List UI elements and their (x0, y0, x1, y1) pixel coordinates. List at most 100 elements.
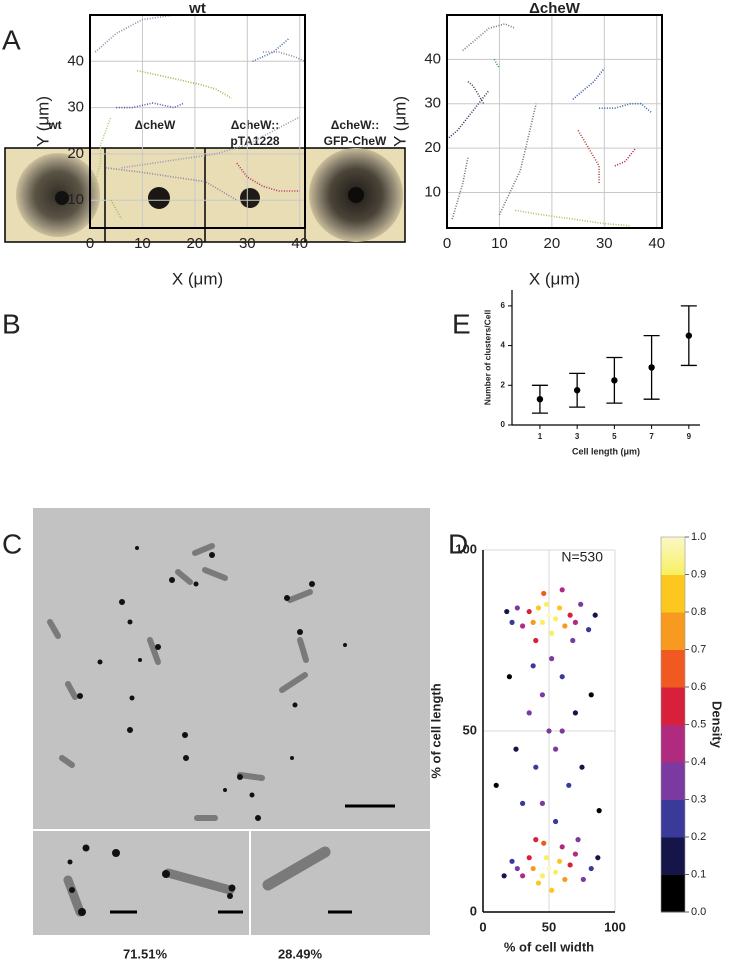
x-tick-label: 50 (542, 919, 556, 934)
focus (249, 792, 255, 798)
micrograph: 71.51% 28.49% (33, 508, 430, 961)
focus (183, 755, 189, 761)
trajectory (252, 37, 290, 63)
panel-label: C (2, 528, 22, 559)
y-tick-label: 40 (424, 50, 441, 67)
point (533, 837, 539, 843)
x-tick-label: 30 (239, 235, 256, 252)
focus (343, 643, 347, 647)
x-tick-label: 30 (596, 235, 613, 252)
point (553, 746, 559, 752)
point (514, 865, 520, 872)
focus (290, 756, 294, 760)
point (530, 619, 536, 626)
point (592, 612, 598, 618)
plate-label: GFP-CheW (324, 134, 387, 148)
plate-label: pTA1228 (230, 134, 279, 148)
trajectory (493, 58, 501, 69)
point (559, 587, 565, 593)
focus (69, 887, 75, 893)
point (539, 873, 546, 879)
point (520, 873, 526, 879)
plate-label: wt (47, 118, 61, 132)
colorbar-tick-label: 0.0 (691, 906, 706, 918)
trajectory (572, 67, 605, 100)
point (549, 656, 555, 662)
point (493, 782, 499, 788)
y-axis-label: % of cell length (428, 683, 443, 778)
x-tick-label: 5 (612, 432, 617, 441)
trajectory (446, 89, 490, 140)
y-tick-label: 2 (501, 380, 506, 389)
cell (147, 637, 161, 665)
point (535, 880, 542, 886)
colony-core (55, 191, 69, 205)
point (648, 364, 655, 371)
y-tick-label: 20 (424, 139, 441, 156)
trajectory (110, 199, 123, 220)
y-tick-label: 30 (67, 99, 84, 116)
point (520, 623, 526, 629)
point (513, 746, 519, 752)
cell (63, 875, 85, 917)
y-axis-label: Y (μm) (390, 96, 409, 147)
point (539, 800, 546, 807)
point (546, 865, 552, 872)
plot-frame (446, 14, 663, 229)
trajectory (467, 80, 485, 105)
point (566, 782, 572, 788)
cell (297, 637, 309, 663)
y-axis-label: Y (μm) (33, 96, 52, 147)
focus (77, 693, 83, 699)
colorbar-segment (661, 687, 685, 725)
focus (67, 859, 73, 865)
colorbar-tick-label: 0.7 (691, 643, 706, 655)
x-axis-label: % of cell width (504, 939, 594, 954)
x-tick-label: 20 (187, 235, 204, 252)
point (596, 808, 602, 814)
point (567, 862, 573, 868)
cell (65, 681, 78, 700)
trajectory (577, 129, 600, 184)
focus (119, 599, 125, 605)
y-tick-label: 10 (67, 191, 84, 208)
colorbar-segment (661, 762, 685, 800)
trajectory (515, 209, 631, 227)
trajectory (451, 156, 469, 220)
fraction: 71.51% (123, 946, 168, 961)
colorbar-tick-label: 0.2 (691, 831, 706, 843)
colorbar-segment (661, 574, 685, 613)
point (588, 865, 594, 872)
point (611, 377, 618, 384)
point (572, 851, 579, 857)
focus (227, 893, 233, 899)
plate-label: ΔcheW:: (231, 118, 279, 132)
x-tick-label: 7 (649, 432, 654, 441)
cell (237, 772, 265, 781)
point (578, 601, 584, 607)
point (556, 858, 563, 864)
cells (47, 543, 331, 917)
focus (237, 774, 243, 780)
fraction: 28.49% (278, 946, 323, 961)
cell (59, 755, 75, 768)
y-tick-label: 6 (501, 301, 506, 310)
point (586, 627, 592, 633)
point (562, 623, 568, 629)
chart-title: wt (188, 0, 206, 17)
cell (287, 589, 313, 603)
x-tick-label: 0 (86, 235, 94, 252)
focus (129, 695, 135, 701)
y-axis-label: Number of clusters/Cell (482, 310, 492, 405)
point (553, 818, 559, 825)
y-tick-label: 30 (424, 95, 441, 112)
x-axis-label: X (μm) (172, 269, 223, 288)
cell (262, 846, 331, 891)
point (509, 858, 515, 864)
colorbar-tick-label: 0.1 (691, 868, 706, 880)
point (559, 728, 565, 734)
y-tick-label: 0 (501, 420, 506, 429)
point (536, 395, 544, 403)
colorbar-segment (661, 612, 685, 650)
